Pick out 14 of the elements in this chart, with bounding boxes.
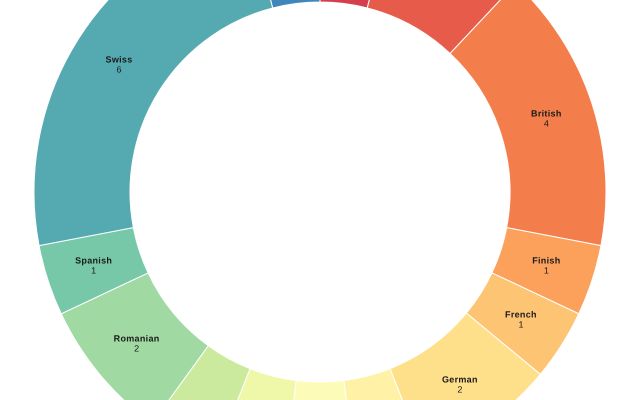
slice-label: German bbox=[442, 374, 478, 385]
data-label: 6 bbox=[116, 64, 122, 74]
data-label: 1 bbox=[518, 320, 524, 330]
data-label: 2 bbox=[457, 384, 462, 395]
slice-label: Spanish bbox=[75, 256, 112, 266]
slice-label: Romanian bbox=[114, 334, 160, 344]
slice-label: Swiss bbox=[106, 54, 133, 64]
data-label: 1 bbox=[544, 266, 549, 276]
data-label: 1 bbox=[91, 266, 96, 276]
slice-label: French bbox=[505, 310, 537, 320]
slice-label: British bbox=[531, 108, 562, 118]
data-label: 4 bbox=[544, 118, 549, 128]
slice-label: Finish bbox=[532, 256, 561, 266]
data-label: 2 bbox=[134, 344, 140, 354]
